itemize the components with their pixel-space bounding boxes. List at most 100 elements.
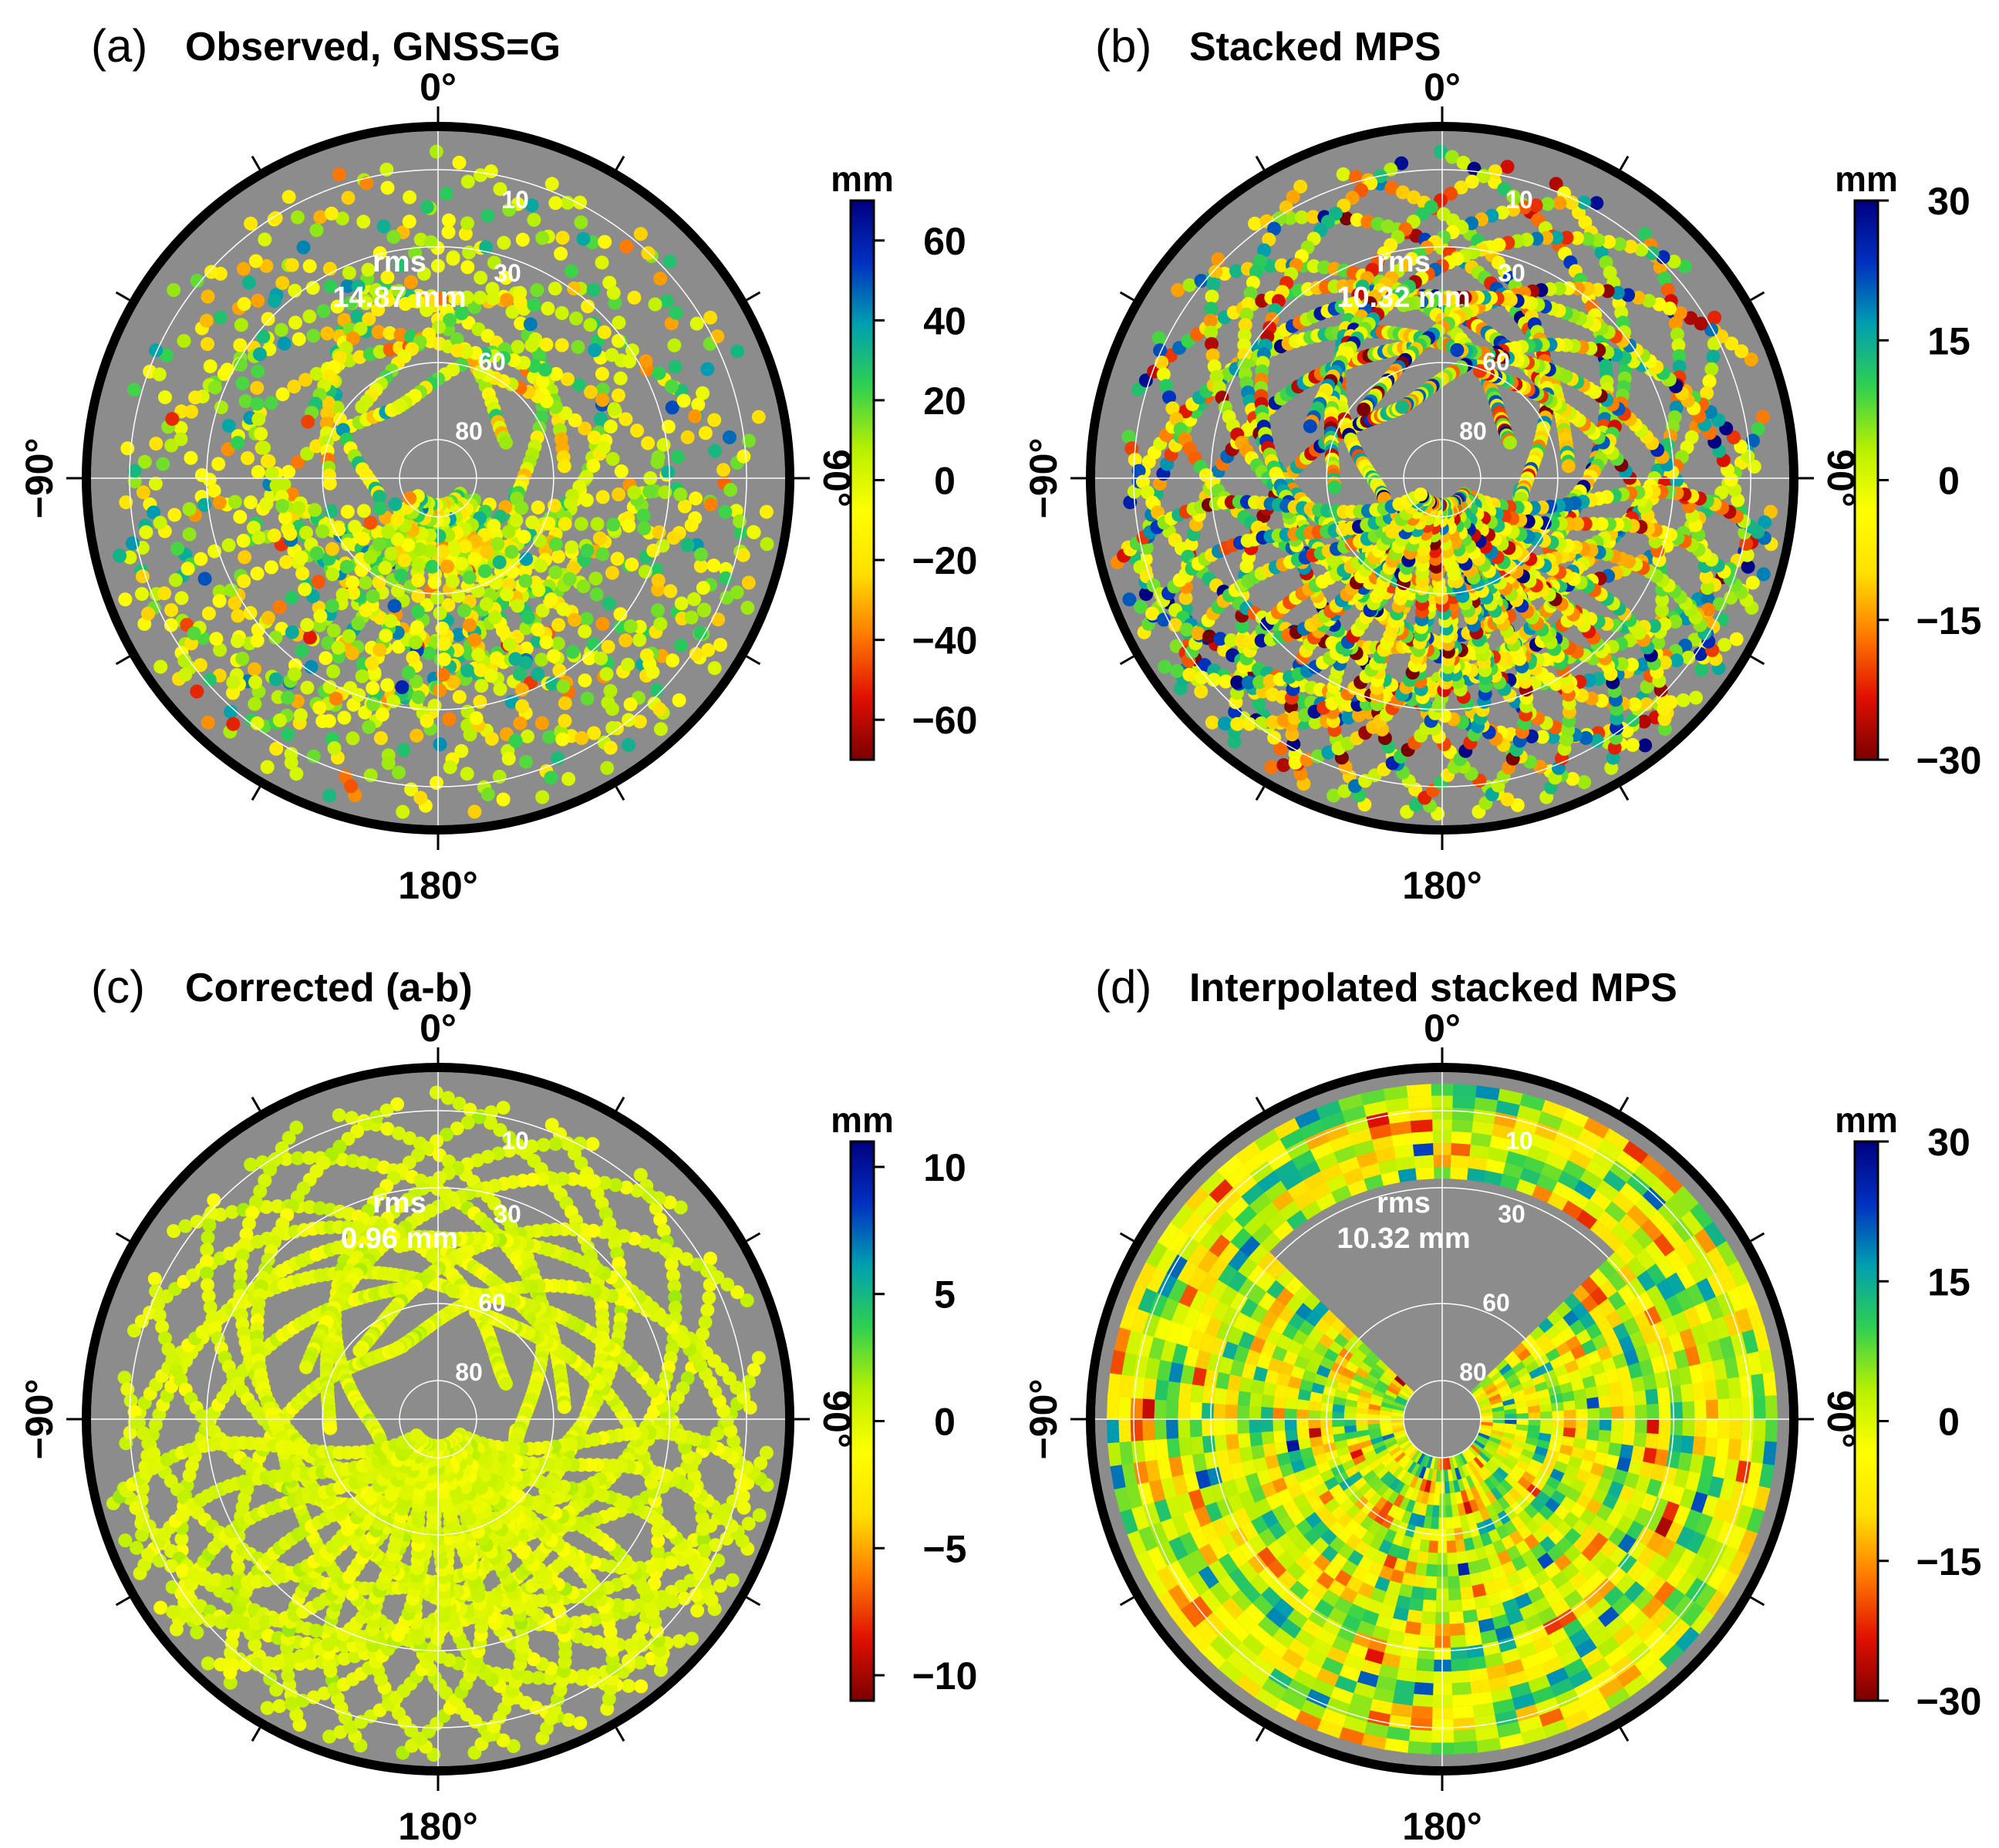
obs-point	[1706, 349, 1721, 364]
colorbar-unit: mm	[831, 159, 894, 199]
obs-point	[268, 211, 283, 225]
obs-point	[1741, 559, 1755, 574]
obs-point	[340, 279, 355, 294]
obs-point	[264, 560, 278, 575]
obs-point	[542, 730, 556, 744]
obs-point	[565, 540, 579, 555]
obs-point	[508, 733, 523, 748]
obs-point	[587, 726, 602, 740]
obs-point	[261, 611, 275, 625]
obs-point	[1670, 653, 1684, 668]
obs-point	[221, 419, 236, 433]
obs-point	[501, 524, 516, 539]
panel-label: (b)	[1095, 20, 1151, 72]
obs-point	[1128, 453, 1142, 467]
obs-point	[611, 388, 625, 403]
obs-point	[680, 430, 695, 444]
obs-point	[193, 658, 207, 673]
obs-point	[684, 518, 699, 532]
obs-point	[337, 1651, 352, 1666]
obs-point	[580, 543, 595, 558]
obs-point	[1651, 636, 1666, 650]
obs-point	[170, 541, 184, 556]
obs-point	[372, 642, 387, 657]
obs-point	[322, 788, 337, 803]
obs-point	[1306, 210, 1320, 224]
obs-point	[1310, 749, 1325, 764]
obs-point	[320, 406, 335, 420]
elevation-label: 30	[494, 259, 521, 287]
obs-point	[556, 602, 571, 616]
obs-point	[658, 485, 673, 500]
obs-point	[513, 295, 528, 309]
obs-point	[653, 271, 668, 286]
obs-point	[450, 332, 464, 346]
obs-point	[322, 476, 337, 491]
obs-point	[141, 606, 155, 621]
obs-point	[487, 255, 501, 270]
obs-point	[504, 545, 519, 559]
obs-point	[1182, 278, 1197, 292]
obs-point	[564, 496, 578, 511]
obs-point	[1729, 632, 1744, 646]
obs-point	[484, 731, 499, 746]
obs-point	[460, 290, 474, 305]
obs-point	[1243, 286, 1258, 301]
obs-point	[275, 498, 290, 513]
obs-point	[504, 694, 519, 709]
obs-point	[356, 531, 370, 546]
obs-point	[595, 366, 609, 381]
obs-point	[238, 550, 252, 565]
obs-point	[669, 305, 683, 320]
obs-point	[534, 716, 549, 730]
obs-point	[548, 282, 562, 296]
azimuth-tick	[746, 291, 761, 302]
obs-point	[323, 279, 338, 294]
obs-point	[623, 619, 638, 633]
obs-point	[1303, 419, 1317, 433]
obs-point	[519, 641, 534, 656]
obs-point	[1731, 493, 1745, 508]
obs-point	[135, 587, 149, 602]
obs-point	[733, 525, 748, 540]
obs-point	[1288, 755, 1303, 770]
obs-point	[595, 616, 610, 631]
obs-point	[386, 230, 401, 244]
obs-point	[630, 423, 644, 438]
obs-point	[636, 508, 651, 523]
colorbar-unit: mm	[1835, 159, 1898, 199]
obs-point	[693, 626, 708, 640]
obs-point	[265, 467, 279, 481]
obs-point	[706, 558, 721, 573]
obs-point	[165, 412, 180, 427]
azimuth-label-top: 0°	[420, 66, 457, 109]
azimuth-label-bottom: 180°	[1402, 864, 1482, 907]
obs-point	[1552, 196, 1567, 211]
obs-point	[1734, 344, 1749, 359]
obs-point	[1591, 233, 1606, 248]
obs-point	[440, 187, 453, 201]
obs-point	[1626, 737, 1640, 752]
obs-point	[430, 776, 443, 790]
obs-point	[1138, 373, 1153, 388]
obs-point	[126, 383, 141, 397]
obs-point	[544, 676, 559, 691]
colorbar-tick-label: 0	[934, 460, 956, 503]
obs-point	[527, 359, 541, 373]
obs-point	[1123, 495, 1138, 510]
obs-point	[1205, 289, 1219, 304]
obs-point	[527, 213, 541, 228]
obs-point	[1252, 254, 1267, 268]
obs-point	[622, 737, 635, 752]
obs-point	[719, 571, 733, 585]
obs-point	[460, 663, 475, 678]
obs-point	[524, 198, 539, 213]
obs-point	[694, 547, 708, 561]
obs-point	[250, 566, 265, 581]
obs-point	[627, 290, 642, 305]
obs-point	[1746, 433, 1760, 448]
obs-point	[1274, 258, 1289, 272]
obs-point	[433, 606, 447, 620]
obs-point	[1237, 328, 1252, 342]
